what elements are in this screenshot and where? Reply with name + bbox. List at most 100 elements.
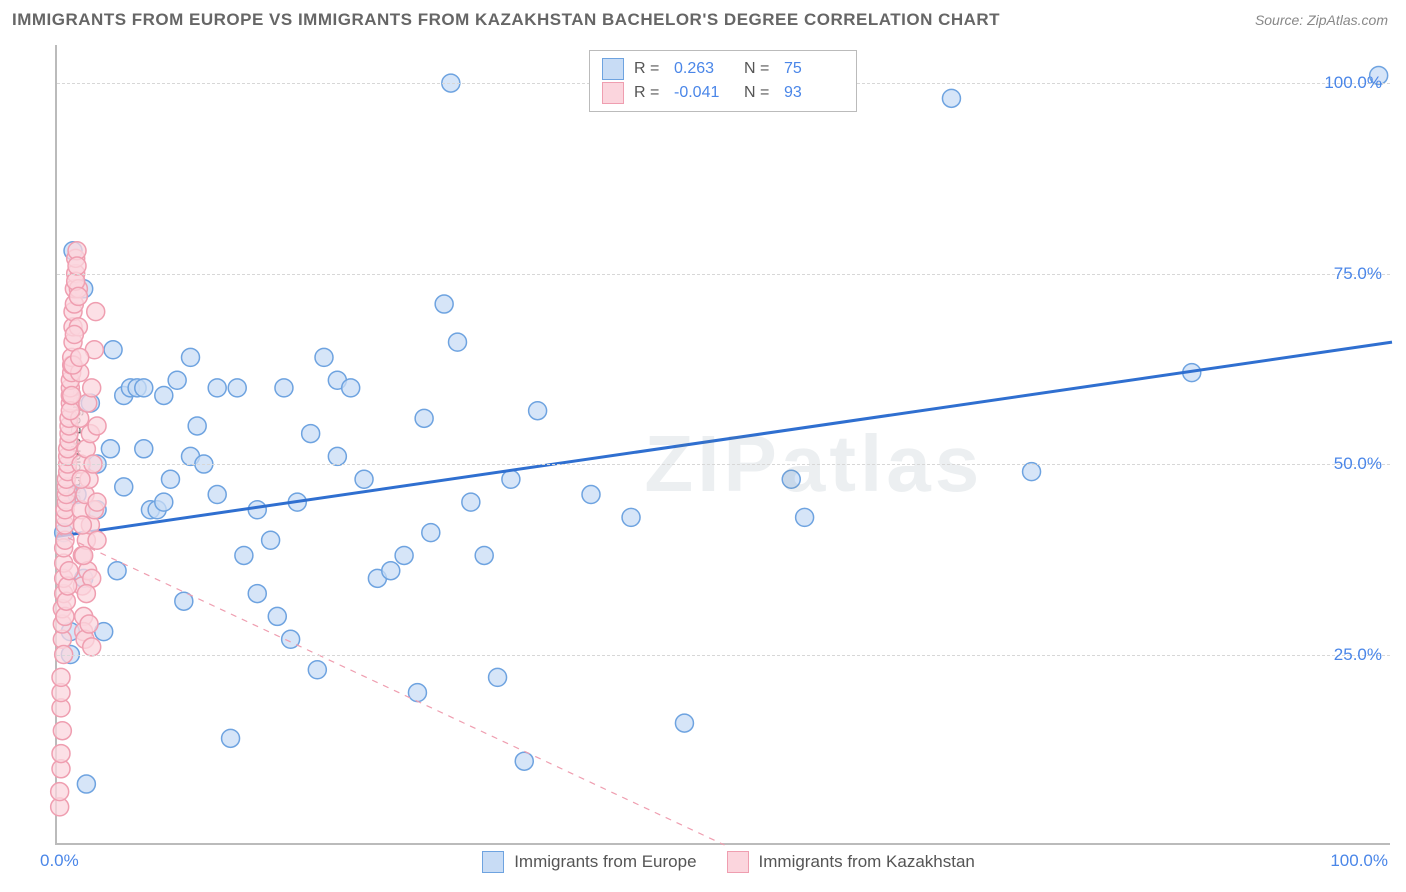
data-point — [88, 531, 106, 549]
data-point — [449, 333, 467, 351]
data-point — [83, 638, 101, 656]
data-point — [88, 417, 106, 435]
y-tick-label: 100.0% — [1324, 73, 1382, 93]
data-point — [248, 585, 266, 603]
data-point — [71, 348, 89, 366]
data-point — [87, 303, 105, 321]
correlation-legend: R = 0.263 N = 75 R = -0.041 N = 93 — [589, 50, 857, 112]
data-point — [101, 440, 119, 458]
data-point — [622, 508, 640, 526]
data-point — [475, 546, 493, 564]
data-point — [77, 775, 95, 793]
gridline — [57, 655, 1390, 656]
chart-title: IMMIGRANTS FROM EUROPE VS IMMIGRANTS FRO… — [12, 10, 1000, 30]
legend-item: Immigrants from Europe — [482, 851, 696, 873]
legend-r-label: R = — [634, 81, 664, 105]
data-point — [63, 386, 81, 404]
chart-container: IMMIGRANTS FROM EUROPE VS IMMIGRANTS FRO… — [0, 0, 1406, 892]
data-point — [115, 478, 133, 496]
data-point — [60, 562, 78, 580]
data-point — [275, 379, 293, 397]
legend-n-label: N = — [744, 81, 774, 105]
data-point — [529, 402, 547, 420]
data-point — [69, 287, 87, 305]
source-label: Source: ZipAtlas.com — [1255, 12, 1388, 28]
data-point — [88, 493, 106, 511]
data-point — [51, 783, 69, 801]
data-point — [68, 257, 86, 275]
legend-item: Immigrants from Kazakhstan — [727, 851, 975, 873]
data-point — [104, 341, 122, 359]
data-point — [282, 630, 300, 648]
legend-row: R = 0.263 N = 75 — [602, 57, 844, 81]
data-point — [135, 440, 153, 458]
data-point — [182, 348, 200, 366]
data-point — [422, 524, 440, 542]
data-point — [235, 546, 253, 564]
data-point — [108, 562, 126, 580]
data-point — [415, 409, 433, 427]
legend-n-value: 93 — [784, 81, 844, 105]
data-point — [262, 531, 280, 549]
scatter-svg — [57, 45, 1390, 843]
gridline — [57, 464, 1390, 465]
data-point — [72, 470, 90, 488]
data-point — [308, 661, 326, 679]
data-point — [435, 295, 453, 313]
data-point — [208, 379, 226, 397]
legend-n-value: 75 — [784, 57, 844, 81]
data-point — [208, 486, 226, 504]
data-point — [188, 417, 206, 435]
data-point — [161, 470, 179, 488]
data-point — [53, 722, 71, 740]
data-point — [582, 486, 600, 504]
legend-swatch — [482, 851, 504, 873]
data-point — [782, 470, 800, 488]
legend-swatch — [602, 82, 624, 104]
data-point — [168, 371, 186, 389]
series-legend: Immigrants from Europe Immigrants from Ka… — [482, 851, 975, 873]
data-point — [155, 493, 173, 511]
data-point — [248, 501, 266, 519]
data-point — [328, 447, 346, 465]
data-point — [515, 752, 533, 770]
data-point — [315, 348, 333, 366]
data-point — [65, 326, 83, 344]
data-point — [268, 607, 286, 625]
data-point — [382, 562, 400, 580]
data-point — [135, 379, 153, 397]
legend-r-label: R = — [634, 57, 664, 81]
data-point — [355, 470, 373, 488]
data-point — [222, 729, 240, 747]
y-tick-label: 50.0% — [1334, 454, 1382, 474]
data-point — [942, 89, 960, 107]
legend-r-value: -0.041 — [674, 81, 734, 105]
y-tick-label: 25.0% — [1334, 645, 1382, 665]
legend-row: R = -0.041 N = 93 — [602, 81, 844, 105]
data-point — [77, 585, 95, 603]
data-point — [675, 714, 693, 732]
data-point — [395, 546, 413, 564]
data-point — [155, 386, 173, 404]
gridline — [57, 274, 1390, 275]
trend-line — [57, 342, 1392, 536]
data-point — [75, 546, 93, 564]
data-point — [52, 668, 70, 686]
y-tick-label: 75.0% — [1334, 264, 1382, 284]
legend-label: Immigrants from Kazakhstan — [759, 852, 975, 872]
data-point — [83, 379, 101, 397]
legend-swatch — [602, 58, 624, 80]
data-point — [52, 745, 70, 763]
data-point — [73, 516, 91, 534]
data-point — [342, 379, 360, 397]
legend-n-label: N = — [744, 57, 774, 81]
data-point — [408, 684, 426, 702]
data-point — [1023, 463, 1041, 481]
x-tick-right: 100.0% — [1330, 851, 1388, 871]
data-point — [796, 508, 814, 526]
legend-r-value: 0.263 — [674, 57, 734, 81]
legend-label: Immigrants from Europe — [514, 852, 696, 872]
data-point — [302, 425, 320, 443]
data-point — [228, 379, 246, 397]
data-point — [489, 668, 507, 686]
